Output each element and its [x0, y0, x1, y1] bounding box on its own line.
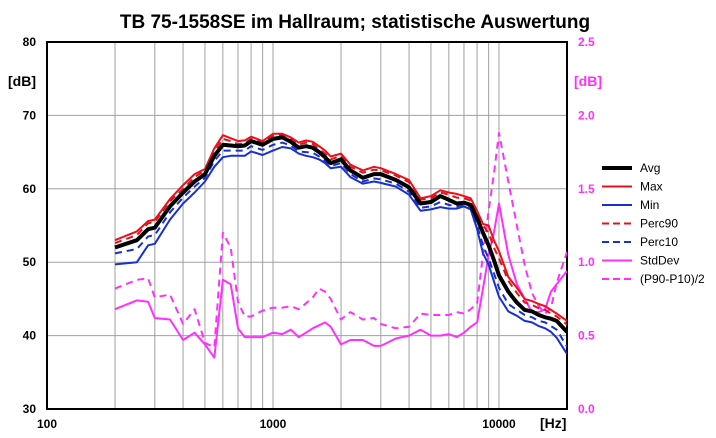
legend-label: Min [640, 198, 659, 212]
y-left-tick-label: 30 [23, 402, 37, 416]
tick-labels: 30 40 50 60 70 80 0.0 0.5 1.0 1.5 2.0 2.5 100 1000 100… [23, 35, 595, 431]
x-tick-label: 10000 [482, 417, 516, 431]
y-right-tick-label: 2.0 [578, 108, 595, 122]
series-line-avg [114, 135, 567, 334]
series-line-p90-p10-2 [114, 132, 567, 349]
series-line-perc10 [114, 141, 567, 348]
grid [47, 42, 567, 409]
y-left-tick-label: 70 [23, 108, 37, 122]
series-line-stddev [114, 202, 567, 359]
legend-label: Perc10 [640, 235, 678, 249]
series-line-perc90 [114, 134, 567, 326]
series-lines [114, 132, 567, 359]
series-line-max [114, 132, 567, 322]
legend-label: Avg [640, 161, 660, 175]
series-line-min [114, 146, 567, 355]
y-left-tick-label: 80 [23, 35, 37, 49]
legend: Avg Max Min Perc90 Perc10 StdDev (P90-P10)/2 [602, 161, 705, 286]
plot-frame [46, 41, 568, 410]
legend-label: (P90-P10)/2 [640, 272, 705, 286]
y-left-tick-label: 50 [23, 255, 37, 269]
y-left-tick-label: 40 [23, 329, 37, 343]
y-right-unit: [dB] [574, 73, 602, 89]
y-right-tick-label: 0.0 [578, 402, 595, 416]
y-right-tick-label: 0.5 [578, 329, 595, 343]
legend-label: Perc90 [640, 217, 678, 231]
x-tick-label: 100 [37, 417, 57, 431]
x-tick-label: 1000 [260, 417, 287, 431]
y-right-tick-label: 1.0 [578, 255, 595, 269]
y-left-tick-label: 60 [23, 182, 37, 196]
legend-label: StdDev [640, 254, 679, 268]
y-left-unit: [dB] [8, 73, 36, 89]
chart-title: TB 75-1558SE im Hallraum; statistische A… [120, 12, 590, 33]
legend-label: Max [640, 180, 663, 194]
y-right-tick-label: 2.5 [578, 35, 595, 49]
x-unit: [Hz] [540, 415, 566, 431]
y-right-tick-label: 1.5 [578, 182, 595, 196]
